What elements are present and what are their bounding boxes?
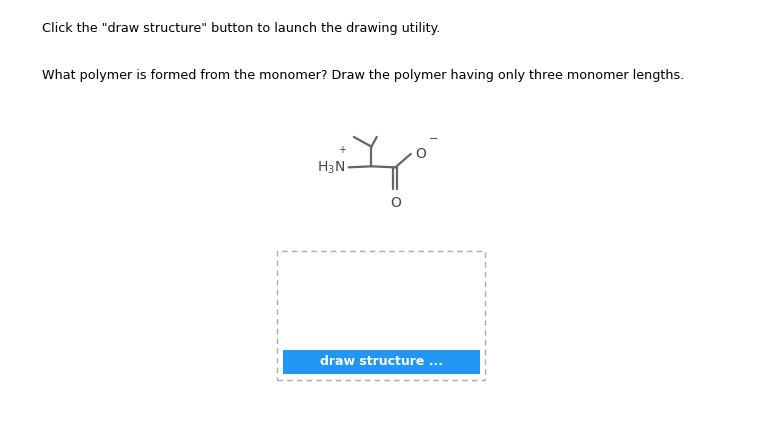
Text: +: + [338, 145, 346, 155]
Text: O: O [415, 147, 426, 161]
Bar [277, 251, 485, 380]
Text: What polymer is formed from the monomer? Draw the polymer having only three mono: What polymer is formed from the monomer?… [42, 69, 684, 82]
Text: Click the "draw structure" button to launch the drawing utility.: Click the "draw structure" button to lau… [42, 22, 440, 35]
Text: $\mathregular{H_3N}$: $\mathregular{H_3N}$ [317, 159, 345, 175]
Text: O: O [390, 196, 401, 210]
Text: −: − [429, 134, 438, 144]
FancyBboxPatch shape [283, 350, 480, 374]
Text: draw structure ...: draw structure ... [320, 355, 443, 368]
